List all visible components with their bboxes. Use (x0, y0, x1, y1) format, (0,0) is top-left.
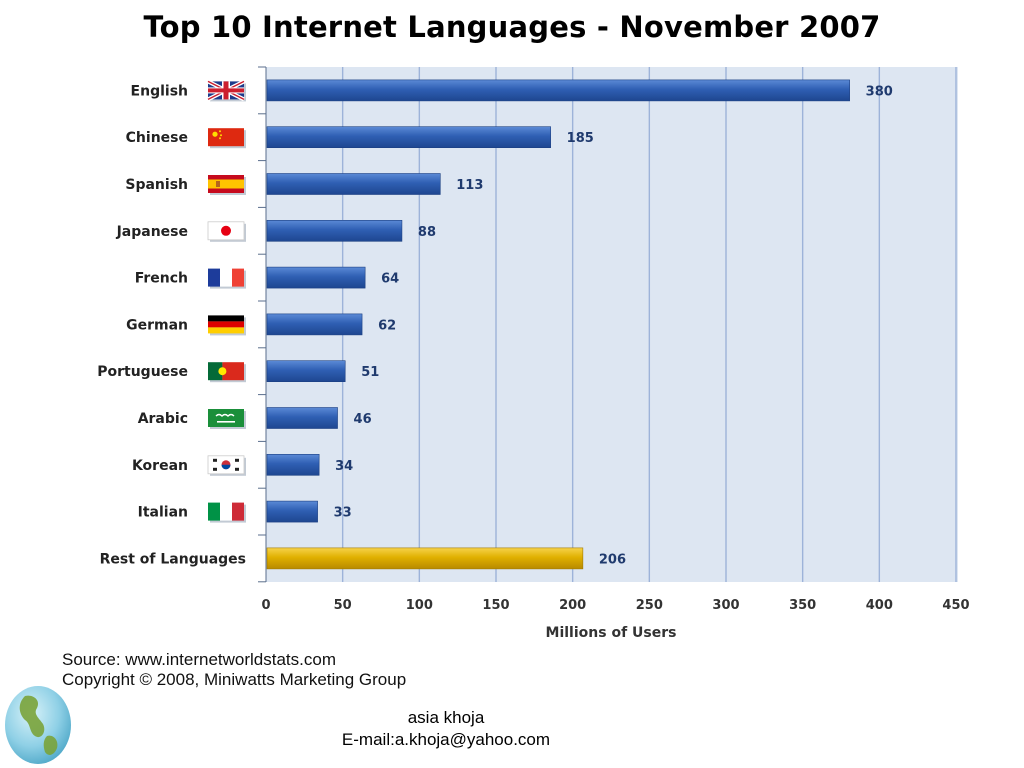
category-label: Chinese (126, 130, 188, 146)
x-tick-label: 100 (406, 598, 433, 613)
value-label: 33 (334, 506, 352, 521)
category-label: Spanish (125, 177, 188, 193)
value-label: 46 (354, 412, 372, 427)
x-tick-label: 50 (334, 598, 352, 613)
category-labels: English Chinese Spanish Japanese French Germa… (97, 83, 246, 567)
bar-korean (266, 453, 320, 476)
grid-lines (341, 67, 957, 582)
bar-french (266, 266, 366, 289)
bar-italian (266, 500, 318, 523)
category-label: French (135, 271, 188, 287)
value-label: 113 (456, 178, 483, 193)
x-tick-label: 250 (636, 598, 663, 613)
source-note: Source: www.internetworldstats.com Copyr… (62, 650, 406, 690)
bar-chart: English Chinese Spanish Japanese French Germa… (97, 66, 970, 641)
germany-flag-icon (208, 315, 246, 336)
value-label: 51 (361, 365, 379, 380)
x-tick-label: 150 (482, 598, 509, 613)
value-label: 380 (866, 84, 893, 99)
category-label: Arabic (138, 411, 188, 427)
x-tick-labels: 0 50 100 150 200 250 300 350 400 450 (261, 598, 969, 613)
author-name: asia khoja (407, 708, 485, 727)
source-line: Source: www.internetworldstats.com (62, 650, 336, 669)
category-label: Korean (132, 458, 188, 474)
value-label: 185 (567, 131, 594, 146)
plot-area (266, 67, 958, 582)
south-korea-flag-icon (207, 455, 246, 476)
flags (207, 79, 246, 523)
category-label: Portuguese (97, 364, 188, 380)
category-label: English (131, 83, 188, 99)
italy-flag-icon (208, 502, 246, 523)
category-label: Japanese (116, 224, 188, 240)
bar-chinese (266, 126, 551, 148)
value-label: 88 (418, 225, 436, 240)
value-label: 206 (599, 552, 626, 567)
x-tick-label: 350 (789, 598, 816, 613)
china-flag-icon (208, 128, 246, 149)
value-label: 64 (381, 272, 399, 287)
author-block: asia khoja E-mail:a.khoja@yahoo.com (300, 707, 592, 751)
author-email: E-mail:a.khoja@yahoo.com (341, 730, 551, 749)
category-label: Rest of Languages (100, 551, 246, 567)
spain-flag-icon (208, 175, 246, 195)
value-labels: 380 185 113 88 64 62 51 46 34 33 206 (334, 84, 893, 567)
x-axis-label: Millions of Users (546, 625, 677, 641)
category-label: German (126, 317, 188, 333)
value-label: 62 (378, 318, 396, 333)
uk-flag-icon (207, 79, 246, 102)
x-tick-label: 0 (261, 598, 270, 613)
japan-flag-icon (207, 221, 246, 242)
bar-english (266, 79, 850, 102)
bar-german (266, 313, 363, 336)
saudi-arabia-flag-icon (208, 409, 246, 429)
x-tick-label: 300 (712, 598, 739, 613)
category-ticks (258, 66, 266, 583)
bar-arabic (266, 407, 338, 429)
bar-portuguese (266, 360, 346, 383)
x-tick-label: 400 (866, 598, 893, 613)
bars (266, 79, 850, 570)
category-label: Italian (138, 505, 188, 521)
portugal-flag-icon (208, 362, 246, 383)
bar-spanish (266, 173, 441, 195)
bar-rest-of-languages (266, 547, 584, 570)
x-tick-label: 200 (559, 598, 586, 613)
page-title: Top 10 Internet Languages - November 200… (143, 10, 881, 44)
france-flag-icon (208, 268, 246, 289)
bar-japanese (266, 220, 403, 242)
x-tick-label: 450 (942, 598, 969, 613)
value-label: 34 (335, 459, 353, 474)
copyright-line: Copyright © 2008, Miniwatts Marketing Gr… (62, 670, 407, 689)
globe-icon (5, 686, 71, 764)
